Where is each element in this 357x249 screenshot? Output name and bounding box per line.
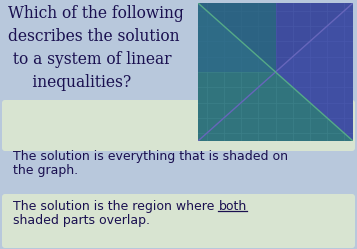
Text: The solution is everything that is shaded on: The solution is everything that is shade…	[13, 150, 288, 163]
Polygon shape	[198, 3, 276, 72]
Text: The solution is the region where: The solution is the region where	[13, 200, 218, 213]
FancyBboxPatch shape	[2, 100, 355, 151]
Text: the graph.: the graph.	[13, 164, 78, 177]
FancyBboxPatch shape	[2, 194, 355, 248]
Text: shaded parts overlap.: shaded parts overlap.	[13, 214, 150, 227]
Polygon shape	[198, 3, 276, 72]
Polygon shape	[276, 3, 353, 141]
Polygon shape	[276, 3, 353, 72]
Polygon shape	[198, 72, 353, 141]
Polygon shape	[198, 3, 276, 72]
Text: both: both	[218, 200, 247, 213]
Text: Which of the following
describes the solution
 to a system of linear
     inequa: Which of the following describes the sol…	[8, 5, 184, 91]
